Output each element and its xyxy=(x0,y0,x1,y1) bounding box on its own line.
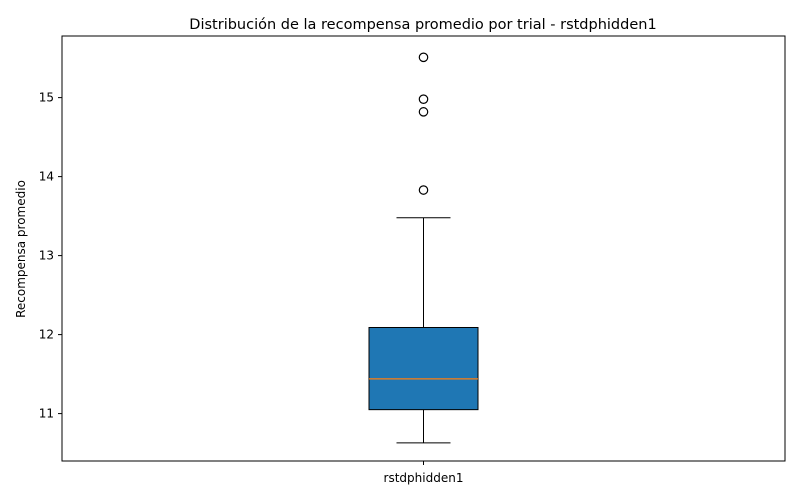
y-axis: 11 12 13 14 15 xyxy=(39,91,62,421)
y-tick-label-3: 14 xyxy=(39,170,54,184)
outlier-point-1 xyxy=(418,107,429,117)
outlier-point-0 xyxy=(418,185,429,195)
chart-title: Distribución de la recompensa promedio p… xyxy=(189,17,656,33)
x-axis: rstdphidden1 xyxy=(384,461,464,485)
plot-area xyxy=(368,52,479,444)
y-tick-label-2: 13 xyxy=(39,249,54,263)
y-tick-label-4: 15 xyxy=(39,91,54,105)
y-axis-label: Recompensa promedio xyxy=(14,180,28,318)
outlier-point-2 xyxy=(418,94,429,104)
outlier-point-3 xyxy=(418,52,429,63)
x-tick-label-0: rstdphidden1 xyxy=(384,471,464,485)
iqr-box xyxy=(368,326,479,411)
y-tick-label-0: 11 xyxy=(39,407,54,421)
y-tick-label-1: 12 xyxy=(39,328,54,342)
